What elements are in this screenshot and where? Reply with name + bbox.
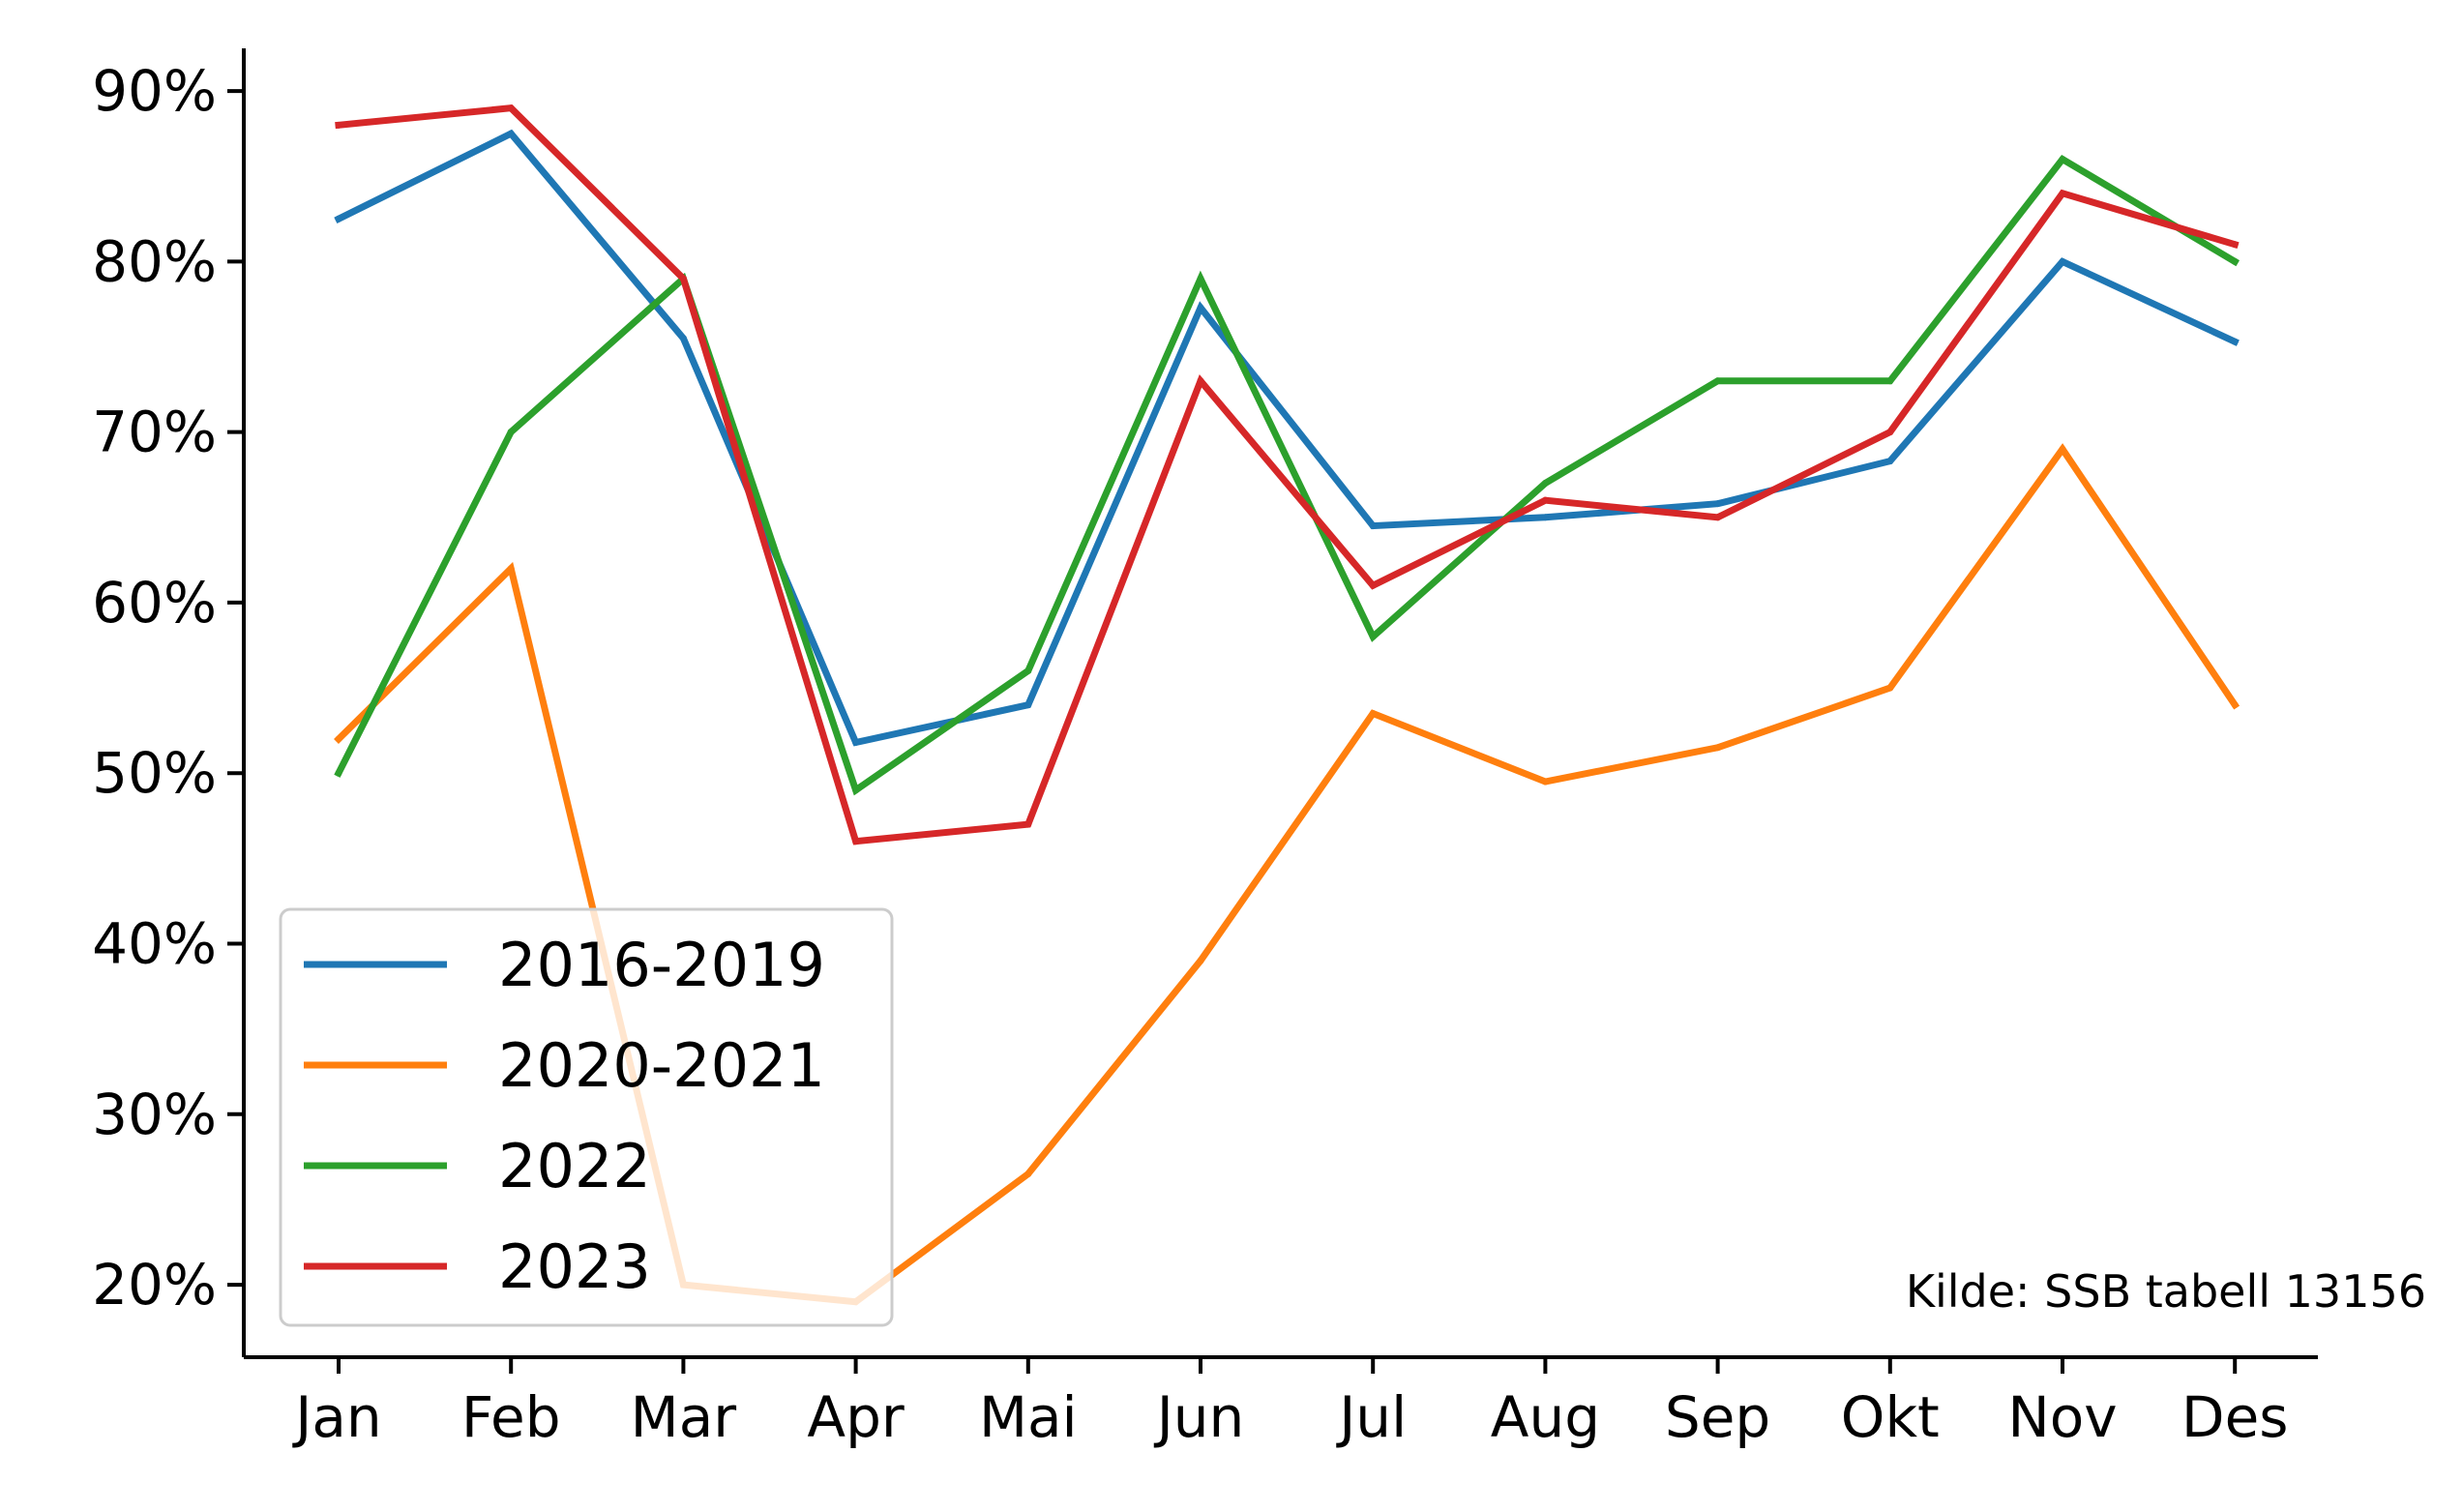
data-point-2016-2019-Jan <box>335 215 342 222</box>
axes-layer <box>242 48 2318 1359</box>
legend-label-2022: 2022 <box>498 1131 651 1201</box>
y-tick-label: 30% <box>92 1082 217 1147</box>
x-tick-label: Aug <box>1491 1384 1600 1450</box>
data-point-2023-Jul <box>1369 581 1377 589</box>
x-tick-label: Apr <box>807 1384 904 1450</box>
data-point-2016-2019-Des <box>2231 338 2239 345</box>
data-point-2023-Jun <box>1197 377 1204 385</box>
data-point-2020-2021-Jul <box>1369 710 1377 718</box>
data-point-2020-2021-Jan <box>335 735 342 743</box>
series-line-2016-2019 <box>334 129 2240 747</box>
x-tick-label: Jan <box>292 1384 381 1450</box>
data-point-2023-Aug <box>1541 496 1549 504</box>
x-ticks: Jan Feb Mar Apr Mai Jun Jul Aug Sep Okt Nov Des <box>292 1357 2288 1450</box>
y-tick-label: 20% <box>92 1252 217 1318</box>
data-point-2016-2019-Apr <box>852 738 860 746</box>
data-point-2020-2021-Aug <box>1541 778 1549 786</box>
legend-label-2023: 2023 <box>498 1231 651 1302</box>
legend-label-2016-2019: 2016-2019 <box>498 930 825 1000</box>
data-point-2022-Apr <box>852 786 860 794</box>
x-tick-label: Okt <box>1841 1384 1940 1450</box>
y-tick-label: 90% <box>92 58 217 124</box>
data-point-2022-Jul <box>1369 633 1377 640</box>
data-point-2023-Okt <box>1886 429 1894 436</box>
data-point-2016-2019-Sep <box>1714 500 1722 508</box>
data-point-2022-Des <box>2231 257 2239 265</box>
data-point-2022-Aug <box>1541 480 1549 488</box>
data-point-2022-Mai <box>1024 667 1032 674</box>
y-ticks: 20% 30% 40% 50% 60% 70% 80% 90% <box>92 58 244 1318</box>
data-point-2020-2021-Feb <box>507 565 515 573</box>
data-point-2022-Okt <box>1886 377 1894 385</box>
x-tick-label: Des <box>2181 1384 2289 1450</box>
data-point-2020-2021-Mai <box>1024 1170 1032 1177</box>
x-tick-label: Sep <box>1665 1384 1770 1450</box>
legend-box <box>279 907 894 1327</box>
y-tick-label: 50% <box>92 740 217 806</box>
y-tick-label: 80% <box>92 228 217 294</box>
x-tick-label: Feb <box>461 1384 561 1450</box>
data-point-2020-2021-Nov <box>2059 445 2066 453</box>
data-point-2023-Nov <box>2059 190 2066 197</box>
legend-label-2020-2021: 2020-2021 <box>498 1030 825 1101</box>
data-point-2016-2019-Okt <box>1886 458 1894 465</box>
data-point-2020-2021-Des <box>2231 701 2239 709</box>
data-point-2016-2019-Nov <box>2059 257 2066 265</box>
data-point-2023-Sep <box>1714 514 1722 521</box>
y-tick-label: 60% <box>92 570 217 636</box>
data-point-2020-2021-Jun <box>1197 957 1204 964</box>
y-tick-label: 70% <box>92 400 217 465</box>
data-point-2023-Apr <box>852 838 860 845</box>
x-tick-label: Mai <box>979 1384 1078 1450</box>
data-point-2016-2019-Aug <box>1541 514 1549 521</box>
data-point-2016-2019-Mar <box>679 335 687 342</box>
data-point-2023-Des <box>2231 241 2239 249</box>
data-point-2020-2021-Okt <box>1886 684 1894 692</box>
series-line-2023 <box>335 104 2240 845</box>
data-point-2023-Mai <box>1024 820 1032 828</box>
source-annotation: Kilde: SSB tabell 13156 <box>1906 1265 2426 1318</box>
legend: 2016-2019 2020-2021 2022 2023 <box>279 907 894 1327</box>
data-point-2023-Feb <box>507 104 515 112</box>
x-tick-label: Jul <box>1336 1384 1407 1450</box>
data-point-2016-2019-Jul <box>1369 522 1377 530</box>
x-tick-label: Mar <box>631 1384 737 1450</box>
data-point-2020-2021-Sep <box>1714 744 1722 752</box>
data-point-2016-2019-Jun <box>1197 304 1204 311</box>
data-point-2023-Mar <box>679 275 687 282</box>
data-point-2022-Sep <box>1714 377 1722 385</box>
data-point-2022-Jun <box>1197 275 1204 282</box>
data-point-2022-Feb <box>507 429 515 436</box>
series-line-2022 <box>334 155 2240 796</box>
data-point-2022-Jan <box>335 769 342 777</box>
data-point-2022-Nov <box>2059 156 2066 163</box>
y-tick-label: 40% <box>92 911 217 977</box>
x-tick-label: Jun <box>1154 1384 1245 1450</box>
x-tick-label: Nov <box>2007 1384 2117 1450</box>
data-point-2016-2019-Feb <box>507 130 515 137</box>
data-point-2023-Jan <box>335 121 342 129</box>
data-point-2016-2019-Mai <box>1024 701 1032 709</box>
